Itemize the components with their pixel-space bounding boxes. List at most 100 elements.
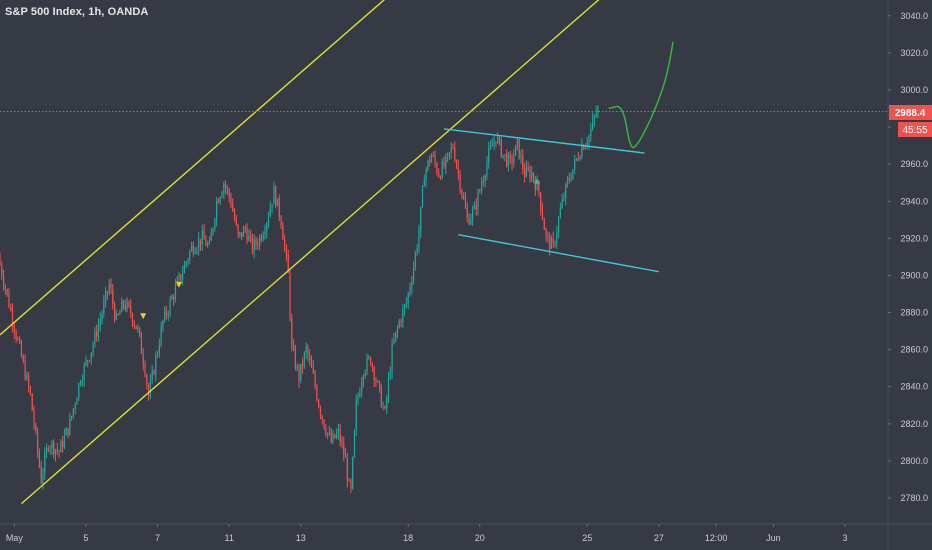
candle-body <box>56 449 58 451</box>
candle-body <box>88 360 91 362</box>
candle-body <box>436 163 438 173</box>
candle-body <box>183 264 186 274</box>
candle-body <box>439 177 442 179</box>
candle-body <box>532 172 535 181</box>
forecast-path[interactable] <box>608 41 674 149</box>
candle-body <box>506 154 508 167</box>
candle-body <box>393 340 395 344</box>
candle-body <box>432 155 434 157</box>
trendline[interactable] <box>458 233 659 273</box>
candle-body <box>586 143 588 146</box>
candle-body <box>33 410 35 426</box>
x-tick-label: 18 <box>403 533 413 543</box>
candle-body <box>389 371 391 379</box>
trendline[interactable] <box>21 0 601 505</box>
candle-body <box>63 435 66 448</box>
candle-body <box>443 161 445 167</box>
candle-body <box>339 428 341 443</box>
sell-marker <box>176 281 183 288</box>
candle-body <box>425 169 427 181</box>
time-axis[interactable]: May 5 7 11 13 18 20 25 27 12:00 Jun 3 <box>6 524 848 543</box>
candle-body <box>2 276 5 287</box>
candle-body <box>355 400 357 430</box>
candle-body <box>513 155 515 164</box>
candle-body <box>369 357 372 365</box>
candle-body <box>371 364 373 368</box>
candle-body <box>131 313 134 324</box>
candle-body <box>572 169 574 179</box>
y-tick-label: 2780.0 <box>900 493 928 503</box>
candle-body <box>325 428 327 435</box>
candle-body <box>71 416 73 419</box>
trendline[interactable] <box>0 0 430 336</box>
candle-body <box>226 187 228 190</box>
candle-body <box>559 208 561 218</box>
candle-body <box>577 158 579 160</box>
chart-title: S&P 500 Index, 1h, OANDA <box>5 6 149 18</box>
candle-body <box>464 198 467 209</box>
candle-body <box>491 145 493 147</box>
candle-body <box>396 327 399 332</box>
candle-body <box>321 415 323 420</box>
candle-body <box>593 116 595 120</box>
candle-body <box>330 432 332 443</box>
candle-body <box>11 310 14 326</box>
candle-body <box>135 325 137 329</box>
price-tags: 2988.4 45:55 <box>889 105 932 137</box>
candle-body <box>124 304 126 310</box>
candle-body <box>434 155 436 164</box>
candle-body <box>250 235 252 237</box>
candle-body <box>384 406 386 409</box>
candle-body <box>387 378 390 399</box>
candle-body <box>511 158 513 164</box>
candle-body <box>147 384 150 397</box>
candle-body <box>164 310 166 321</box>
candle-body <box>420 206 422 232</box>
candle-body <box>411 281 413 288</box>
candle-body <box>466 208 468 218</box>
candle-body <box>174 285 177 300</box>
candle-body <box>115 314 117 320</box>
candle-body <box>285 246 288 255</box>
candle-body <box>579 157 581 160</box>
candle-body <box>344 455 347 458</box>
candle-body <box>423 180 425 187</box>
candle-body <box>232 204 234 212</box>
candle-body <box>258 237 261 246</box>
candle-body <box>276 198 279 207</box>
y-tick-label: 2860.0 <box>900 345 928 355</box>
candle-body <box>122 301 125 305</box>
trendline[interactable] <box>443 128 645 154</box>
candle-body <box>108 283 110 293</box>
candle-body <box>552 238 554 243</box>
candle-body <box>142 353 144 365</box>
candle-body <box>94 331 96 345</box>
candle-body <box>113 304 116 320</box>
candle-body <box>266 223 268 232</box>
candles-layer <box>0 105 599 493</box>
candle-body <box>105 291 107 302</box>
candle-body <box>15 332 17 339</box>
candle-body <box>482 181 484 184</box>
candle-body <box>92 344 94 353</box>
candle-body <box>205 239 207 246</box>
candle-body <box>375 380 377 382</box>
candle-body <box>60 441 62 453</box>
candle-body <box>515 145 517 156</box>
candle-body <box>251 236 254 252</box>
candle-body <box>271 204 273 208</box>
y-tick-label: 3020.0 <box>900 48 928 58</box>
candle-body <box>26 374 28 380</box>
candle-body <box>173 296 175 300</box>
candle-body <box>583 145 585 150</box>
candle-body <box>380 386 382 408</box>
candle-body <box>121 301 123 313</box>
candle-body <box>291 318 293 346</box>
candle-body <box>79 383 82 385</box>
x-tick-label: 11 <box>224 533 233 543</box>
drawings-layer[interactable] <box>0 0 888 505</box>
candle-body <box>318 400 320 408</box>
candle-body <box>429 160 431 163</box>
